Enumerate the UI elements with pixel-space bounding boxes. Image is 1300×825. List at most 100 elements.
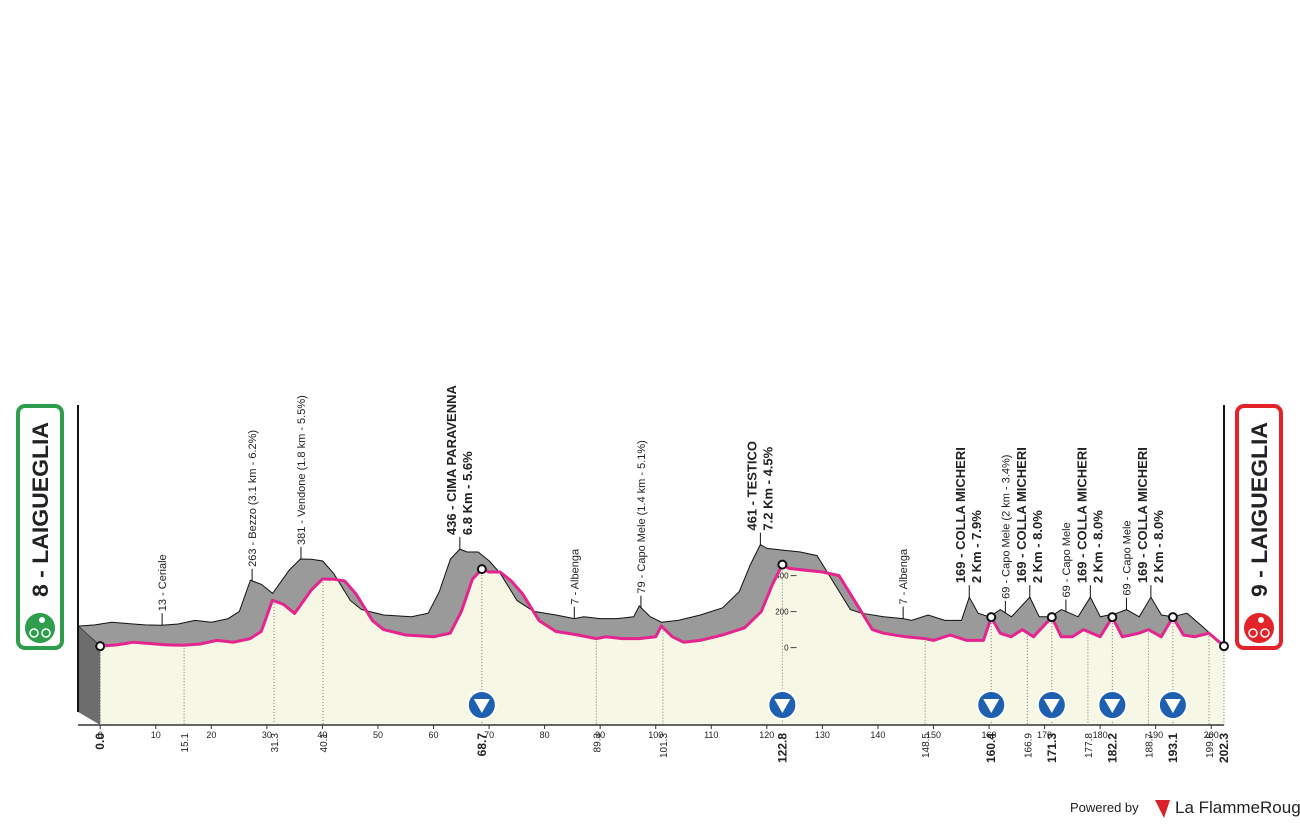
waypoint-km-label: 68.7 bbox=[475, 733, 489, 757]
x-tick-label: 10 bbox=[151, 730, 161, 740]
waypoint-dot bbox=[1219, 641, 1229, 652]
waypoint-label-text: 169 - COLLA MICHERI bbox=[953, 447, 968, 583]
x-tick-label: 0 bbox=[98, 730, 103, 740]
waypoint-km: 31.3 bbox=[270, 733, 281, 753]
waypoint-label: 7 - Albenga bbox=[898, 548, 910, 605]
waypoint-label-text: 13 - Ceriale bbox=[157, 554, 169, 611]
waypoint-km-label: 40.1 bbox=[319, 733, 330, 753]
x-tick-label: 80 bbox=[540, 730, 550, 740]
waypoint-label: 169 - COLLA MICHERI bbox=[1074, 447, 1089, 583]
waypoint-label: 169 - COLLA MICHERI bbox=[1014, 447, 1029, 583]
waypoint-label-text: 381 - Vendone (1.8 km - 5.5%) bbox=[296, 395, 308, 545]
waypoint-label-text: 69 - Capo Mele bbox=[1061, 522, 1073, 597]
waypoint-km-label: 193.1 bbox=[1166, 733, 1180, 763]
kom-arrow bbox=[473, 699, 490, 713]
waypoint-label: 69 - Capo Mele (2 km - 3.4%) bbox=[1000, 455, 1012, 599]
x-tick-label: 90 bbox=[595, 730, 605, 740]
x-tick-label: 130 bbox=[815, 730, 830, 740]
x-tick-label: 140 bbox=[870, 730, 885, 740]
waypoint-km-label: 160.4 bbox=[984, 733, 998, 763]
waypoint-label-text: 461 - TESTICO bbox=[744, 441, 759, 531]
x-tick-label: 170 bbox=[1037, 730, 1052, 740]
waypoint-label-text: 436 - CIMA PARAVENNA bbox=[444, 385, 459, 536]
badge-rider bbox=[39, 617, 45, 623]
waypoint-label-text: 79 - Capo Mele (1.4 km - 5.1%) bbox=[636, 440, 648, 593]
x-tick-label: 40 bbox=[317, 730, 327, 740]
waypoint-label: 263 - Bezzo (3.1 km - 6.2%) bbox=[247, 430, 259, 567]
waypoint-km: 171.3 bbox=[1045, 733, 1059, 763]
badge-icon bbox=[1242, 611, 1276, 645]
waypoint-label: 69 - Capo Mele bbox=[1121, 520, 1133, 595]
y-tick-label: 0 bbox=[784, 644, 789, 653]
waypoint-label: 2 Km - 7.9% bbox=[969, 510, 984, 583]
waypoint-label-text: 169 - COLLA MICHERI bbox=[1135, 447, 1150, 583]
waypoint-km-label: 199.6 bbox=[1205, 733, 1216, 758]
badge-wheel bbox=[41, 628, 51, 638]
waypoint-dot bbox=[1107, 612, 1118, 623]
waypoint-dot bbox=[95, 641, 106, 652]
credit-brand: La FlammeRouge bbox=[1175, 798, 1300, 817]
waypoint-km-label: 122.8 bbox=[775, 733, 789, 763]
badge-wheel bbox=[1260, 628, 1270, 638]
x-tick-label: 190 bbox=[1148, 730, 1163, 740]
x-tick-label: 200 bbox=[1204, 730, 1219, 740]
waypoint-label: 13 - Ceriale bbox=[157, 554, 169, 611]
waypoint-km-label: 15.1 bbox=[180, 733, 191, 753]
waypoint-label: 169 - COLLA MICHERI bbox=[1135, 447, 1150, 583]
x-tick-label: 50 bbox=[373, 730, 383, 740]
waypoint-km-label: 177.8 bbox=[1084, 733, 1095, 758]
waypoint-km-label: 89.3 bbox=[592, 733, 603, 753]
kom-arrow bbox=[1043, 699, 1060, 713]
waypoint-label-text: 7.2 Km - 4.5% bbox=[760, 446, 775, 530]
badge-frame bbox=[16, 404, 64, 650]
waypoint-km-label: 148.5 bbox=[921, 733, 932, 758]
waypoint-label-text: 169 - COLLA MICHERI bbox=[1074, 447, 1089, 583]
waypoint-label: 79 - Capo Mele (1.4 km - 5.1%) bbox=[636, 440, 648, 593]
waypoint-label-text: 69 - Capo Mele bbox=[1121, 520, 1133, 595]
badge-icon bbox=[23, 611, 57, 645]
x-tick-label: 20 bbox=[206, 730, 216, 740]
waypoint-km: 182.2 bbox=[1105, 733, 1119, 763]
waypoint-label: 381 - Vendone (1.8 km - 5.5%) bbox=[296, 395, 308, 545]
waypoint-km: 188.7 bbox=[1144, 733, 1155, 758]
badge: 8 - LAIGUEGLIA bbox=[28, 422, 53, 597]
waypoint-km: 160.4 bbox=[984, 733, 998, 763]
badge-wheel bbox=[1248, 628, 1258, 638]
waypoint-km: 202.3 bbox=[1217, 733, 1231, 763]
x-tick-label: 100 bbox=[648, 730, 663, 740]
waypoint-km-label: 0.0 bbox=[93, 733, 107, 750]
waypoint-km-label: 31.3 bbox=[270, 733, 281, 753]
waypoint-label-text: 7 - Albenga bbox=[898, 548, 910, 605]
x-tick-label: 160 bbox=[982, 730, 997, 740]
kom-arrow bbox=[774, 699, 791, 713]
x-tick-label: 110 bbox=[704, 730, 718, 740]
waypoint-km: 122.8 bbox=[775, 733, 789, 763]
waypoint-label: 461 - TESTICO bbox=[744, 441, 759, 531]
kom-arrow bbox=[1164, 699, 1181, 713]
waypoint-label-text: 2 Km - 8.0% bbox=[1090, 510, 1105, 583]
waypoint-label-text: 263 - Bezzo (3.1 km - 6.2%) bbox=[247, 430, 259, 567]
waypoint-label: 7.2 Km - 4.5% bbox=[760, 446, 775, 530]
x-tick-label: 150 bbox=[926, 730, 941, 740]
waypoint-label: 2 Km - 8.0% bbox=[1030, 510, 1045, 583]
badge-name: 8 - LAIGUEGLIA bbox=[28, 422, 53, 597]
badge-frame bbox=[1235, 404, 1283, 650]
ground bbox=[100, 564, 1224, 725]
waypoint-dot bbox=[1046, 612, 1057, 623]
waypoint-km: 68.7 bbox=[475, 733, 489, 757]
waypoint-dot bbox=[1167, 612, 1178, 623]
credit-prefix: Powered by bbox=[1070, 800, 1139, 815]
waypoint-label-text: 2 Km - 8.0% bbox=[1030, 510, 1045, 583]
x-tick-label: 70 bbox=[484, 730, 494, 740]
waypoint-km: 199.6 bbox=[1205, 733, 1216, 758]
waypoint-label-text: 2 Km - 8.0% bbox=[1151, 510, 1166, 583]
waypoint-label: 6.8 Km - 5.6% bbox=[460, 451, 475, 535]
waypoint-km: 177.8 bbox=[1084, 733, 1095, 758]
waypoint-km: 0.0 bbox=[93, 733, 107, 750]
waypoint-km-label: 166.9 bbox=[1023, 733, 1034, 758]
waypoint-dot bbox=[986, 612, 997, 623]
waypoint-dot bbox=[476, 564, 487, 575]
waypoint-km: 89.3 bbox=[592, 733, 603, 753]
waypoint-label: 2 Km - 8.0% bbox=[1151, 510, 1166, 583]
